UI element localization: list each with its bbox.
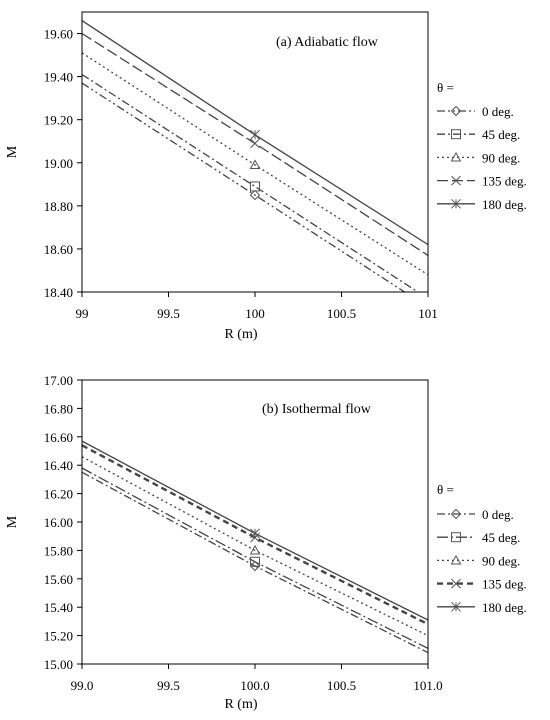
legend-swatch-marker <box>451 578 461 589</box>
legend-swatch-marker <box>451 601 461 612</box>
series-line-0-deg <box>82 82 406 292</box>
y-tick-label: 16.80 <box>44 401 73 416</box>
x-tick-label: 99 <box>76 306 89 321</box>
x-tick-label: 100 <box>245 306 265 321</box>
legend: θ = 0 deg. 45 deg. 90 deg. 135 deg. 180 deg. <box>437 80 527 212</box>
y-tick-label: 19.00 <box>44 156 73 171</box>
x-tick-label: 101 <box>418 306 438 321</box>
y-tick-label: 15.20 <box>44 629 73 644</box>
legend-label: 0 deg. <box>482 104 514 119</box>
x-tick-label: 100.0 <box>240 678 269 693</box>
x-tick-label: 99.5 <box>157 306 180 321</box>
legend-label: 135 deg. <box>482 174 527 189</box>
data-point-marker <box>250 556 260 567</box>
data-point-marker <box>249 189 261 201</box>
y-tick-label: 16.60 <box>44 430 73 445</box>
y-tick-label: 18.40 <box>44 285 73 300</box>
plot-area-frame <box>81 379 429 665</box>
legend-title: θ = <box>437 482 454 497</box>
y-tick-label: 15.00 <box>44 657 73 672</box>
y-tick-label: 19.40 <box>44 70 73 85</box>
y-tick-label: 15.80 <box>44 543 73 558</box>
series-line-90-deg <box>82 52 428 276</box>
data-point-marker <box>249 560 261 572</box>
y-tick-label: 16.20 <box>44 487 73 502</box>
data-point-marker <box>249 159 261 170</box>
x-tick-label: 100.5 <box>327 306 356 321</box>
x-tick-label: 100.5 <box>327 678 356 693</box>
y-axis-title: M <box>5 145 20 158</box>
chart-title: (b) Isothermal flow <box>262 402 372 417</box>
x-tick-label: 99.0 <box>71 678 94 693</box>
chart-panel-a: 18.40 18.60 18.80 19.00 19.20 19.40 19.60 99 99.… <box>5 11 527 342</box>
y-tick-label: 15.40 <box>44 600 73 615</box>
y-tick-label: 18.80 <box>44 199 73 214</box>
y-axis-title: M <box>5 515 20 528</box>
legend: θ = 0 deg. 45 deg. 90 deg. 135 deg. 180 deg. <box>437 482 527 615</box>
legend-swatch-marker <box>450 151 462 162</box>
x-tick-label: 101.0 <box>413 678 442 693</box>
legend-swatch-marker <box>450 508 462 520</box>
series-line-135-deg <box>82 32 428 256</box>
y-tick-label: 17.00 <box>44 373 73 388</box>
x-axis-title: R (m) <box>224 327 257 342</box>
legend-label: 45 deg. <box>482 127 520 142</box>
series-line-90-deg <box>82 456 428 637</box>
y-tick-label: 16.00 <box>44 515 73 530</box>
series-group <box>82 20 428 292</box>
plot-area-frame <box>81 11 429 293</box>
legend-swatch-marker <box>450 554 462 565</box>
data-point-marker <box>249 544 261 555</box>
x-axis-title: R (m) <box>224 697 257 712</box>
legend-swatch-marker <box>451 175 461 186</box>
data-point-marker <box>250 129 260 140</box>
y-tick-label: 18.60 <box>44 242 73 257</box>
legend-label: 90 deg. <box>482 553 520 568</box>
legend-label: 45 deg. <box>482 530 520 545</box>
data-point-marker <box>250 181 260 192</box>
y-tick-label: 16.40 <box>44 458 73 473</box>
y-tick-label: 15.60 <box>44 572 73 587</box>
legend-label: 180 deg. <box>482 197 527 212</box>
legend-label: 135 deg. <box>482 577 527 592</box>
series-line-45-deg <box>82 73 420 292</box>
y-tick-label: 19.60 <box>44 27 73 42</box>
legend-title: θ = <box>437 80 454 95</box>
legend-swatch-marker <box>450 105 462 117</box>
y-tick-label: 19.20 <box>44 113 73 128</box>
legend-label: 0 deg. <box>482 507 514 522</box>
legend-label: 90 deg. <box>482 150 520 165</box>
chart-panel-b: 15.00 15.20 15.40 15.60 15.80 16.00 16.20 16.40… <box>5 373 527 712</box>
legend-swatch-marker <box>451 532 461 543</box>
chart-title: (a) Adiabatic flow <box>276 35 379 50</box>
legend-swatch-marker <box>451 198 461 209</box>
series-line-135-deg <box>82 444 428 626</box>
legend-label: 180 deg. <box>482 600 527 615</box>
legend-swatch-marker <box>451 129 461 140</box>
series-line-45-deg <box>82 467 428 649</box>
data-point-marker <box>250 138 260 149</box>
x-tick-label: 99.5 <box>157 678 180 693</box>
data-point-marker <box>250 528 260 539</box>
